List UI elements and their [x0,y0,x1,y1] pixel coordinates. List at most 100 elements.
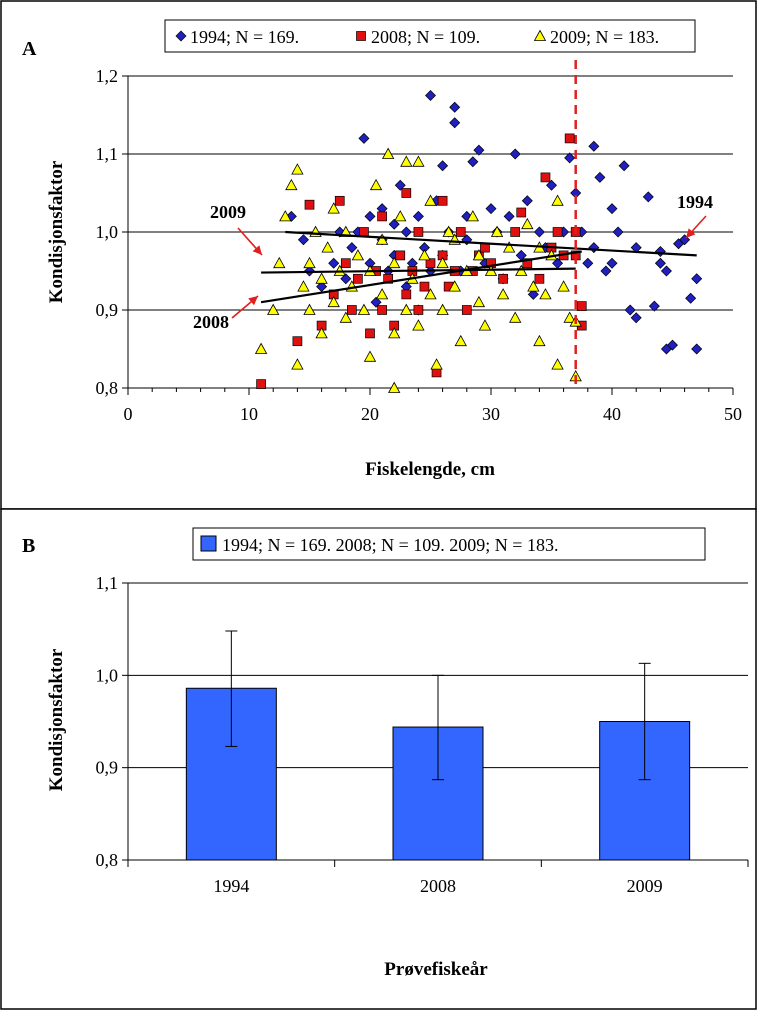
panel-a-x-tick-label: 10 [240,404,258,424]
panel-b-x-tick-label: 2009 [627,876,663,896]
annotation-2009: 2009 [210,202,246,222]
data-point-1994 [370,296,382,308]
data-point-2008 [419,281,430,292]
panel-b-y-tick-label: 1,0 [96,665,119,685]
data-point-2008 [413,305,424,315]
data-point-2009 [291,163,304,175]
data-point-2009 [297,280,310,292]
data-point-2009 [339,311,352,323]
data-point-1994 [297,234,309,246]
data-point-2009 [539,288,552,300]
data-point-2009 [394,210,407,222]
data-point-1994 [449,101,461,113]
data-point-2009 [273,256,286,269]
data-point-2009 [418,249,431,261]
data-point-2008 [425,258,436,269]
data-point-1994 [648,300,660,312]
panel-b-label: B [22,535,35,557]
data-point-1994 [527,288,539,300]
data-point-2009 [400,155,413,167]
legend-marker [533,29,547,41]
panel-a-y-tick-label: 1,2 [96,66,119,86]
data-point-2009 [327,202,340,214]
data-point-2009 [472,249,486,261]
data-point-1994 [606,257,618,269]
data-point-2008 [540,172,551,183]
legend-bar-swatch [200,535,217,552]
data-point-2008 [516,207,527,218]
data-point-2009 [375,288,389,300]
panel-a-plot: 0,8 0,9 1,0 1,1 1,2 0 10 20 30 40 50 2009 2008 1994 [96,60,742,424]
data-point-1994 [340,273,352,285]
data-point-2008 [365,328,375,339]
data-point-1994 [503,210,515,222]
data-point-2008 [395,250,406,261]
data-point-2009 [442,225,455,237]
data-point-2009 [285,178,298,191]
data-point-2009 [490,225,504,237]
data-point-1994 [582,257,594,269]
data-point-2009 [454,334,467,347]
data-point-2008 [564,133,575,144]
annotation-1994: 1994 [677,192,713,212]
data-point-1994 [588,140,600,152]
data-point-2008 [437,195,448,206]
panel-a-x-tick-label: 50 [724,404,742,424]
data-point-1994 [660,265,672,277]
legend-2009-marker [533,29,547,41]
data-point-1994 [449,117,461,129]
data-point-2009 [388,327,401,339]
data-point-1994 [473,144,485,156]
data-point-2008 [461,305,472,315]
data-point-1994 [533,226,545,238]
data-point-1994 [546,179,557,191]
data-point-2008 [359,227,369,237]
panel-a-y-tick-label: 1,0 [96,222,119,242]
legend-2009-label: 2009; N = 183. [550,27,659,47]
data-point-2008 [377,211,387,222]
legend-marker [175,30,187,42]
data-point-2008 [304,199,315,210]
data-point-2008 [401,289,412,300]
data-point-2009 [551,358,564,370]
data-point-2009 [515,264,528,276]
data-point-1994 [630,312,642,324]
data-point-2009 [303,256,316,269]
legend-2008-label: 2008; N = 109. [371,27,480,47]
data-point-2009 [436,256,449,269]
data-point-1994 [600,265,612,277]
data-point-1994 [425,90,436,101]
data-point-2009 [388,256,401,269]
annotation-arrowhead-2008 [248,296,258,306]
data-point-2009 [496,288,510,300]
data-point-1994 [606,203,618,215]
data-point-1994 [437,160,449,172]
data-point-2008 [552,227,563,237]
data-point-2008 [401,188,412,198]
data-point-2008 [534,273,545,284]
data-point-2009 [357,303,371,315]
annotation-2008: 2008 [193,312,229,332]
data-point-2009 [381,147,395,159]
data-point-1994 [642,191,654,203]
data-point-1994 [691,273,703,285]
panel-b-legend: 1994; N = 169. 2008; N = 109. 2009; N = … [192,527,706,561]
data-point-1994 [521,195,533,207]
data-point-2009 [400,303,413,315]
data-point-1994 [667,339,678,351]
data-point-2008 [522,258,533,269]
data-point-2009 [509,311,522,323]
panel-a-y-tick-label: 0,8 [96,378,119,398]
data-point-2008 [340,258,351,269]
data-point-2009 [412,319,425,331]
data-point-2009 [267,303,280,315]
panel-a-x-tick-label: 40 [603,404,621,424]
data-point-2008 [383,273,393,284]
data-point-1994 [618,160,630,172]
panel-a-y-tick-label: 0,9 [96,300,119,320]
panel-b-x-tick-label: 2008 [420,876,456,896]
data-point-2009 [521,217,534,230]
data-point-2009 [369,178,383,191]
data-point-1994 [691,343,703,355]
